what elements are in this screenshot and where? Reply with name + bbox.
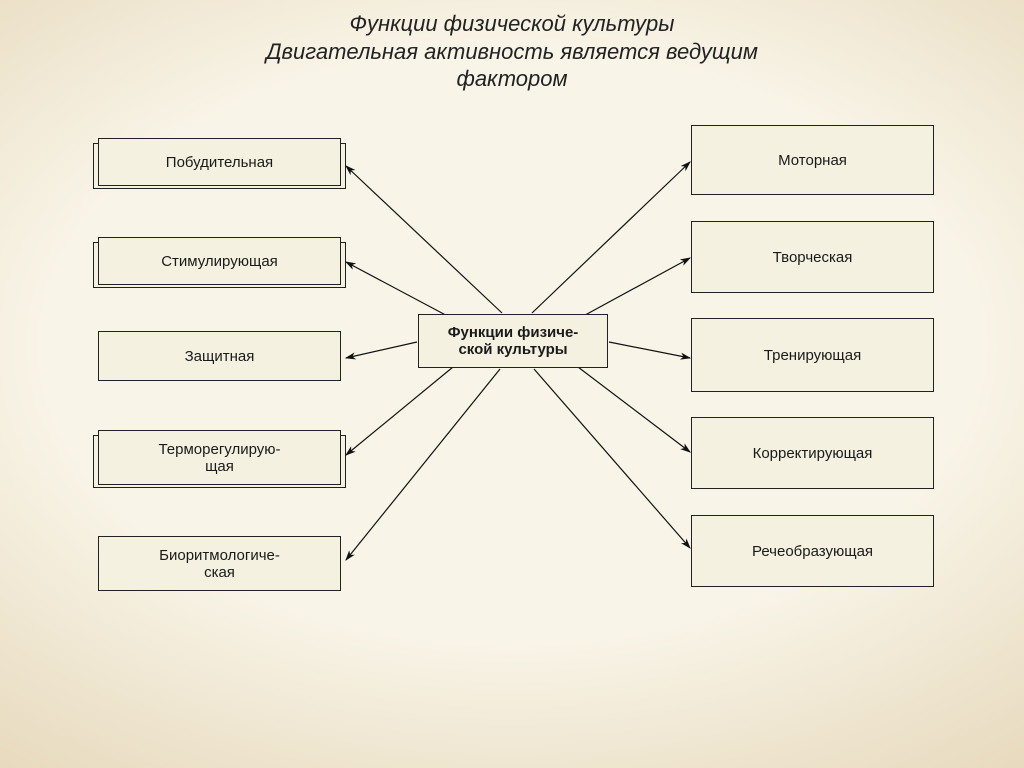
left-node-0: Побудительная [98,138,341,186]
left-node-label-4: Биоритмологиче-ская [159,547,280,581]
arrow-9 [534,369,690,548]
arrow-2 [346,342,417,358]
center-node-label: Функции физиче-ской культуры [448,324,579,358]
center-node: Функции физиче-ской культуры [418,314,608,368]
left-node-3: Терморегулирую-щая [98,430,341,485]
arrow-5 [532,162,690,313]
right-node-label-0: Моторная [778,152,847,169]
arrow-6 [576,258,690,320]
right-node-label-1: Творческая [773,249,853,266]
right-node-2: Тренирующая [691,318,934,392]
arrow-8 [578,367,690,452]
left-node-label-0: Побудительная [166,154,273,171]
title-line2: Двигательная активность является ведущим [0,38,1024,66]
right-node-1: Творческая [691,221,934,293]
arrow-4 [346,369,500,560]
right-node-label-3: Корректирующая [753,445,873,462]
left-node-label-1: Стимулирующая [161,253,278,270]
title-line3: фактором [0,65,1024,93]
right-node-label-4: Речеобразующая [752,543,873,560]
right-node-3: Корректирующая [691,417,934,489]
right-node-4: Речеобразующая [691,515,934,587]
left-node-4: Биоритмологиче-ская [98,536,341,591]
arrow-1 [346,262,455,320]
left-node-label-3: Терморегулирую-щая [158,441,280,475]
arrow-0 [346,166,502,313]
left-node-label-2: Защитная [185,348,255,365]
arrow-7 [609,342,690,358]
left-node-2: Защитная [98,331,341,381]
arrow-3 [346,367,453,455]
right-node-label-2: Тренирующая [764,347,861,364]
right-node-0: Моторная [691,125,934,195]
left-node-1: Стимулирующая [98,237,341,285]
title-line1: Функции физической культуры [0,10,1024,38]
